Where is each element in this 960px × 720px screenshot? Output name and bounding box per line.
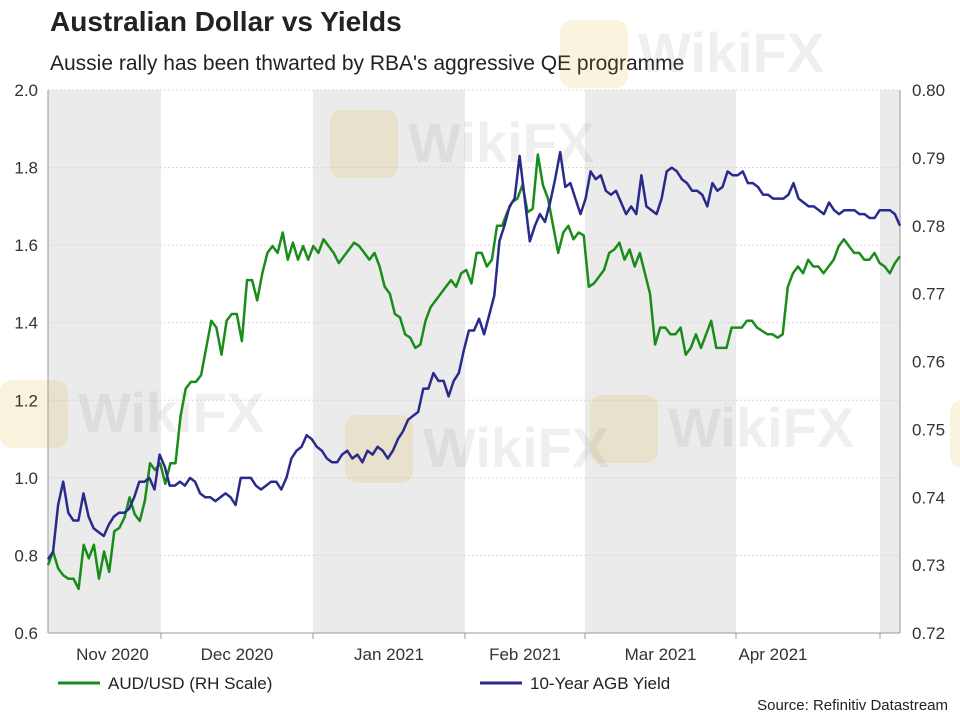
right-tick-label: 0.74 <box>912 488 945 507</box>
left-tick-label: 1.8 <box>14 159 38 178</box>
watermark-text: WikiFX <box>638 21 824 84</box>
right-tick-label: 0.80 <box>912 81 945 100</box>
watermark: WikiFX <box>560 20 824 88</box>
right-tick-label: 0.76 <box>912 353 945 372</box>
right-tick-label: 0.79 <box>912 149 945 168</box>
shaded-band <box>585 90 736 633</box>
right-tick-label: 0.75 <box>912 420 945 439</box>
left-tick-label: 2.0 <box>14 81 38 100</box>
source-note: Source: Refinitiv Datastream <box>757 697 948 714</box>
legend-label: AUD/USD (RH Scale) <box>108 674 272 693</box>
watermark: WikiFX <box>590 395 854 463</box>
series-line <box>46 150 902 560</box>
watermark-logo <box>590 395 658 463</box>
watermark-logo <box>560 20 628 88</box>
watermark-text: WikiFX <box>423 416 609 479</box>
axes: 0.6 0.8 1.0 1.2 1.4 1.6 1.8 2.0 0.72 0.73 0.74 0.75… <box>14 81 945 664</box>
legend: AUD/USD (RH Scale) 10-Year AGB Yield <box>58 674 670 693</box>
x-tick-label: Mar 2021 <box>625 645 697 664</box>
watermark-text: WikiFX <box>408 111 594 174</box>
left-tick-label: 1.4 <box>14 314 38 333</box>
right-tick-label: 0.78 <box>912 217 945 236</box>
left-tick-label: 1.2 <box>14 391 38 410</box>
shaded-band <box>48 90 161 633</box>
watermark-layer: WikiFX WikiFX WikiFX WikiFX WikiFX WikiFX <box>0 20 960 483</box>
chart-title: Australian Dollar vs Yields <box>50 6 402 37</box>
left-tick-label: 1.6 <box>14 236 38 255</box>
x-tick-label: Jan 2021 <box>354 645 424 664</box>
watermark: WikiFX <box>330 110 594 178</box>
watermark-logo <box>330 110 398 178</box>
x-tick-label: Feb 2021 <box>489 645 561 664</box>
right-tick-label: 0.73 <box>912 556 945 575</box>
watermark: WikiFX <box>950 400 960 468</box>
left-tick-label: 0.6 <box>14 624 38 643</box>
watermark: WikiFX <box>345 415 609 483</box>
right-tick-label: 0.77 <box>912 285 945 304</box>
watermark-logo <box>0 380 68 448</box>
x-tick-label: Nov 2020 <box>76 645 149 664</box>
x-tick-label: Apr 2021 <box>739 645 808 664</box>
shaded-month-bands <box>48 90 900 633</box>
legend-label: 10-Year AGB Yield <box>530 674 670 693</box>
watermark-text: WikiFX <box>668 396 854 459</box>
x-tick-label: Dec 2020 <box>201 645 274 664</box>
watermark: WikiFX <box>0 380 264 448</box>
shaded-band <box>880 90 900 633</box>
chart-subtitle: Aussie rally has been thwarted by RBA's … <box>50 52 685 75</box>
right-tick-label: 0.72 <box>912 624 945 643</box>
series-layer <box>46 150 902 591</box>
shaded-band <box>313 90 465 633</box>
left-tick-label: 1.0 <box>14 469 38 488</box>
series-line <box>46 153 902 591</box>
watermark-text: WikiFX <box>78 381 264 444</box>
watermark-logo <box>950 400 960 468</box>
left-tick-label: 0.8 <box>14 546 38 565</box>
